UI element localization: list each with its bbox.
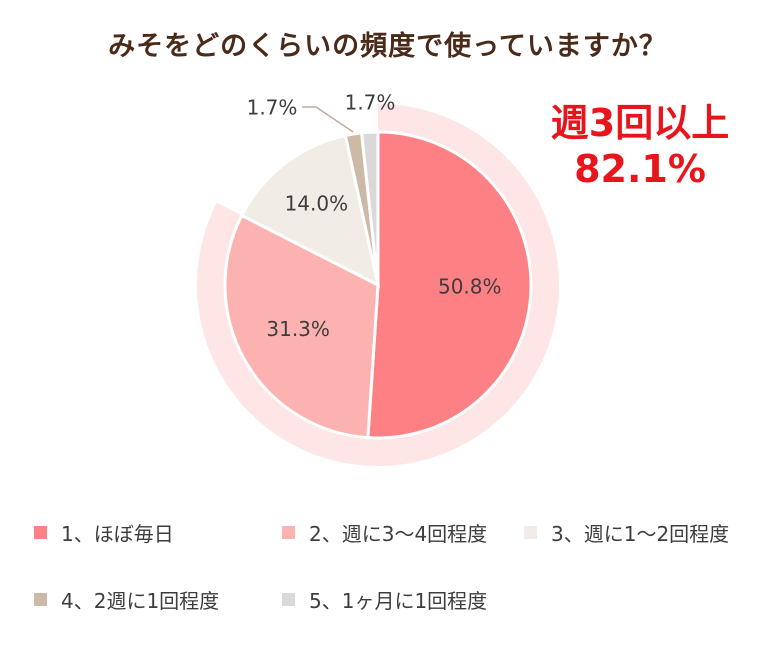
highlight-label: 週3回以上 bbox=[550, 101, 730, 145]
pie-slice bbox=[223, 213, 380, 440]
pie-slice bbox=[359, 130, 380, 286]
highlight-callout: 週3回以上 82.1% bbox=[530, 100, 750, 192]
leader-line bbox=[302, 106, 354, 133]
highlight-value: 82.1% bbox=[574, 147, 706, 191]
data-label: 14.0% bbox=[285, 192, 349, 216]
data-label: 50.8% bbox=[438, 275, 502, 299]
pie-slice bbox=[366, 130, 533, 440]
chart-title: みそをどのくらいの頻度で使っていますか？ bbox=[108, 31, 667, 62]
data-label: 1.7% bbox=[345, 91, 396, 115]
data-label: 31.3% bbox=[266, 317, 330, 341]
data-label: 1.7% bbox=[247, 96, 298, 120]
pie-slice bbox=[239, 133, 381, 288]
